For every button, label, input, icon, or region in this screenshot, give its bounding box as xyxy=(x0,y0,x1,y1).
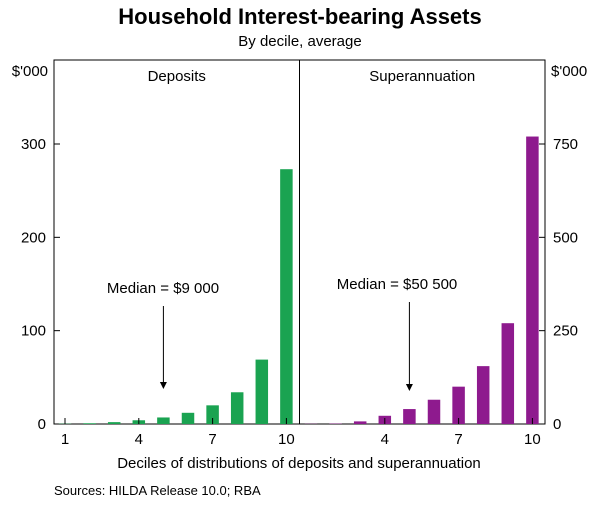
left-y-tick-label: 0 xyxy=(38,416,46,433)
super-bar xyxy=(403,409,416,424)
super-x-tick-label: 7 xyxy=(454,431,462,448)
right-y-tick-label: 750 xyxy=(553,136,578,153)
deposits-x-tick-label: 7 xyxy=(208,431,216,448)
super-median-annotation: Median = $50 500 xyxy=(337,276,458,293)
chart-title: Household Interest-bearing Assets xyxy=(118,4,482,29)
deposits-median-annotation: Median = $9 000 xyxy=(107,280,219,297)
deposits-bar xyxy=(206,405,219,424)
right-y-tick-label: 500 xyxy=(553,229,578,246)
right-y-tick-label: 0 xyxy=(553,416,561,433)
super-bar xyxy=(476,366,490,424)
deposits-bar xyxy=(181,412,195,424)
left-y-tick-label: 200 xyxy=(21,229,46,246)
chart-subtitle: By decile, average xyxy=(238,33,362,50)
deposits-bar xyxy=(83,423,96,424)
deposits-median-arrow-head xyxy=(159,382,167,389)
deposits-bar xyxy=(255,359,269,424)
super-bar xyxy=(353,421,367,424)
super-panel-title: Superannuation xyxy=(369,68,475,85)
super-x-tick-label: 4 xyxy=(381,431,389,448)
left-unit-label: $'000 xyxy=(12,63,48,80)
left-y-tick-label: 100 xyxy=(21,323,46,340)
deposits-panel-title: Deposits xyxy=(148,68,206,85)
right-unit-label: $'000 xyxy=(551,63,587,80)
deposits-x-tick-label: 10 xyxy=(278,431,295,448)
super-bar xyxy=(452,386,465,424)
left-y-tick-label: 300 xyxy=(21,136,46,153)
deposits-x-tick-label: 1 xyxy=(61,431,69,448)
source-note: Sources: HILDA Release 10.0; RBA xyxy=(54,483,261,498)
deposits-x-tick-label: 4 xyxy=(135,431,143,448)
deposits-bar xyxy=(230,392,244,424)
super-bar xyxy=(501,323,515,424)
super-median-arrow-head xyxy=(405,384,413,391)
deposits-bar xyxy=(280,169,293,424)
deposits-bar xyxy=(157,417,170,424)
super-x-tick-label: 10 xyxy=(524,431,541,448)
x-axis-label: Deciles of distributions of deposits and… xyxy=(117,455,481,472)
super-bar xyxy=(427,399,441,424)
deposits-bar xyxy=(107,422,121,424)
right-y-tick-label: 250 xyxy=(553,323,578,340)
super-bar xyxy=(526,136,539,425)
